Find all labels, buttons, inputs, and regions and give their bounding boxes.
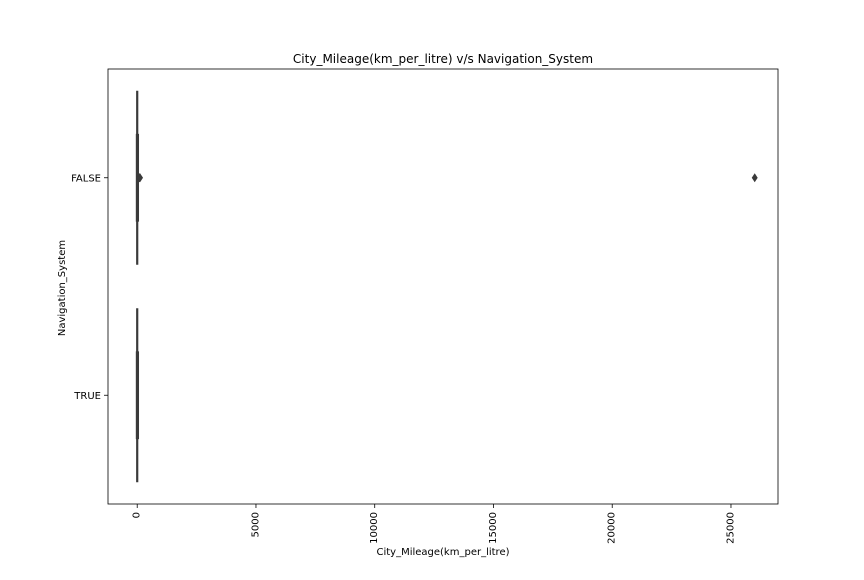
box-series [135,90,758,483]
box-true [135,308,140,483]
x-axis: 0 5000 10000 15000 20000 25000 [132,504,736,544]
x-tick-label: 10000 [369,512,380,544]
outlier-point [751,173,758,183]
y-tick-label: TRUE [73,391,101,402]
y-tick-label: FALSE [71,173,101,184]
x-tick-label: 15000 [488,512,499,544]
y-axis-label: Navigation_System [57,240,68,336]
chart-title: City_Mileage(km_per_litre) v/s Navigatio… [293,52,593,66]
x-tick-label: 0 [132,512,143,518]
outlier-point [137,173,144,183]
plot-area [107,68,779,505]
box-false [135,90,758,265]
y-axis: FALSE TRUE [71,173,108,402]
x-tick-label: 20000 [607,512,618,544]
x-tick-label: 5000 [250,512,261,537]
x-tick-label: 25000 [725,512,736,544]
x-axis-label: City_Mileage(km_per_litre) [376,547,509,558]
